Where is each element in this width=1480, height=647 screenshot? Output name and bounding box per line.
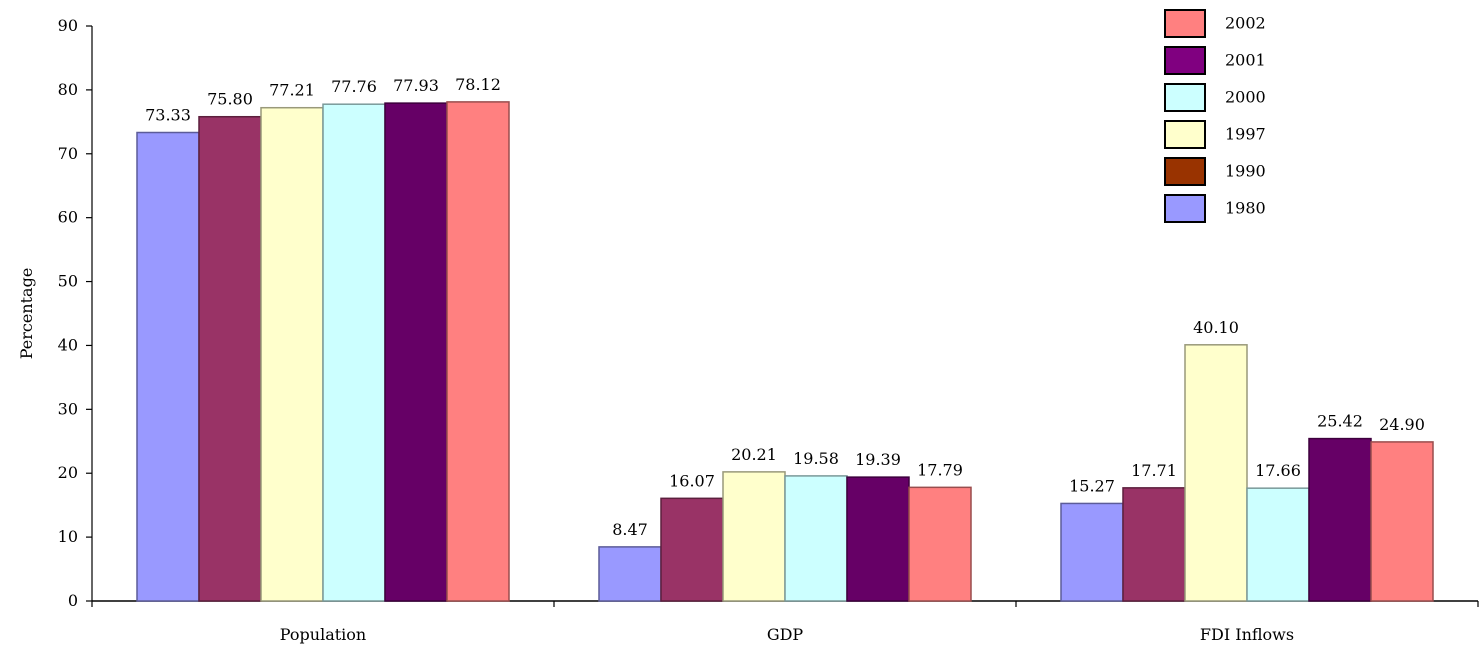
bar-2002-gdp	[908, 486, 972, 602]
data-label: 24.90	[1379, 415, 1425, 434]
data-label: 77.76	[331, 77, 377, 96]
bar-2000-gdp	[784, 475, 848, 602]
y-tick-label: 60	[58, 208, 78, 227]
x-category-label: Population	[280, 625, 366, 644]
bar-2001-gdp	[846, 476, 910, 602]
bar-1980-fdi-inflows	[1060, 502, 1124, 602]
bar-1980-population	[136, 131, 200, 602]
data-label: 17.71	[1131, 461, 1177, 480]
data-label: 73.33	[145, 106, 191, 125]
y-tick-label: 20	[58, 463, 78, 482]
data-label: 78.12	[455, 75, 501, 94]
bar-2000-population	[322, 103, 386, 602]
data-label: 25.42	[1317, 412, 1363, 431]
y-tick-label: 40	[58, 335, 78, 354]
data-label: 19.39	[855, 450, 901, 469]
bar-1997-population	[260, 106, 324, 602]
legend-swatch-2002	[1164, 9, 1206, 38]
x-category-label: FDI Inflows	[1200, 625, 1294, 644]
bar-1997-gdp	[722, 471, 786, 602]
data-label: 15.27	[1069, 476, 1115, 495]
y-tick-label: 30	[58, 399, 78, 418]
bar-2001-fdi-inflows	[1308, 437, 1372, 602]
y-tick-label: 70	[58, 144, 78, 163]
data-label: 17.66	[1255, 461, 1301, 480]
data-label: 16.07	[669, 471, 715, 490]
bar-1990-gdp	[660, 497, 724, 602]
legend-swatch-1997	[1164, 120, 1206, 149]
data-label: 77.21	[269, 81, 315, 100]
legend-swatch-1980	[1164, 194, 1206, 223]
y-tick-label: 50	[58, 272, 78, 291]
bar-2001-population	[384, 102, 448, 602]
y-tick-label: 10	[58, 527, 78, 546]
data-label: 75.80	[207, 90, 253, 109]
legend-label: 2001	[1225, 51, 1266, 70]
y-tick-label: 0	[68, 591, 78, 610]
bar-1980-gdp	[598, 546, 662, 602]
legend-swatch-2000	[1164, 83, 1206, 112]
x-category-label: GDP	[767, 625, 804, 644]
data-label: 8.47	[612, 520, 648, 539]
legend-label: 2000	[1225, 88, 1266, 107]
legend-label: 1990	[1225, 162, 1266, 181]
data-label: 40.10	[1193, 318, 1239, 337]
data-label: 77.93	[393, 76, 439, 95]
bar-1997-fdi-inflows	[1184, 344, 1248, 602]
data-label: 17.79	[917, 460, 963, 479]
legend-swatch-1990	[1164, 157, 1206, 186]
y-tick-label: 90	[58, 16, 78, 35]
legend-label: 1980	[1225, 199, 1266, 218]
data-label: 20.21	[731, 445, 777, 464]
bar-2002-population	[446, 101, 510, 602]
legend-label: 1997	[1225, 125, 1266, 144]
y-axis-title: Percentage	[17, 268, 36, 360]
legend-swatch-2001	[1164, 46, 1206, 75]
bar-1990-fdi-inflows	[1122, 487, 1186, 602]
data-label: 19.58	[793, 449, 839, 468]
y-tick-label: 80	[58, 80, 78, 99]
legend-label: 2002	[1225, 14, 1266, 33]
bar-1990-population	[198, 115, 262, 602]
bar-2000-fdi-inflows	[1246, 487, 1310, 602]
bar-2002-fdi-inflows	[1370, 441, 1434, 602]
